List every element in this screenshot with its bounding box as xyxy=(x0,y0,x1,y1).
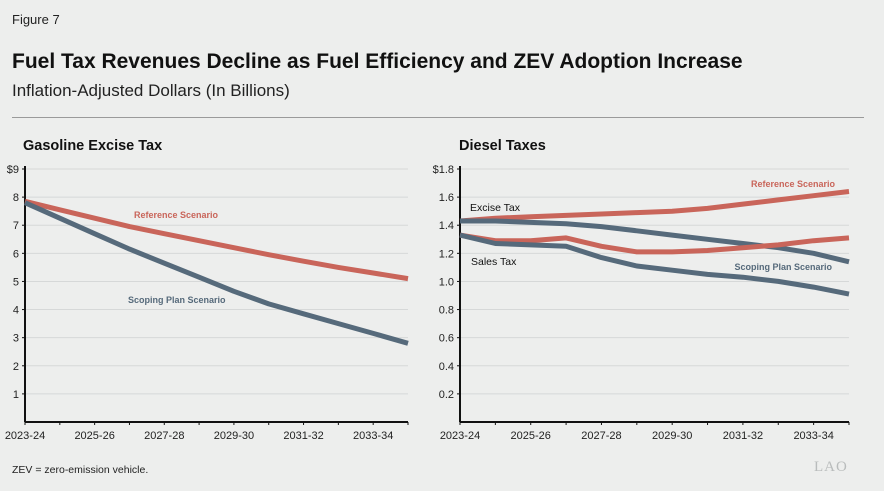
y-tick-label: 1.6 xyxy=(439,192,454,204)
series-label: Reference Scenario xyxy=(751,179,836,189)
y-tick-label: 7 xyxy=(13,220,19,232)
diesel-panel-title: Diesel Taxes xyxy=(459,138,546,154)
x-tick-label: 2031-32 xyxy=(723,430,763,442)
y-tick-label: 1.0 xyxy=(439,276,454,288)
x-tick-label: 2033-34 xyxy=(353,430,393,442)
figure-label: Figure 7 xyxy=(12,12,60,27)
y-tick-label: 6 xyxy=(13,248,19,260)
figure-subtitle: Inflation-Adjusted Dollars (In Billions) xyxy=(12,81,290,100)
series-line-scoping xyxy=(459,232,850,297)
y-tick-label: 3 xyxy=(13,333,19,345)
x-tick-label: 2027-28 xyxy=(581,430,621,442)
y-tick-label: 0.2 xyxy=(439,389,454,401)
y-tick-label: $9 xyxy=(7,164,19,176)
x-tick-label: 2025-26 xyxy=(74,430,114,442)
series-line-reference xyxy=(24,198,409,282)
x-tick-label: 2023-24 xyxy=(5,430,45,442)
y-tick-label: 0.8 xyxy=(439,305,454,317)
x-tick-label: 2023-24 xyxy=(440,430,480,442)
series-line-reference xyxy=(459,232,850,255)
x-tick-label: 2029-30 xyxy=(214,430,254,442)
series-label: Scoping Plan Scenario xyxy=(128,295,226,305)
lao-logo: LAO xyxy=(814,459,848,475)
x-tick-label: 2025-26 xyxy=(511,430,551,442)
series-line-scoping xyxy=(460,218,850,265)
figure-title: Fuel Tax Revenues Decline as Fuel Effici… xyxy=(12,50,743,73)
y-tick-label: 0.4 xyxy=(439,361,454,373)
y-tick-label: $1.8 xyxy=(433,164,454,176)
x-tick-label: 2031-32 xyxy=(283,430,323,442)
y-tick-label: 4 xyxy=(13,305,19,317)
y-tick-label: 1 xyxy=(13,389,19,401)
x-tick-label: 2033-34 xyxy=(793,430,833,442)
divider xyxy=(12,117,864,118)
y-tick-label: 0.6 xyxy=(439,333,454,345)
y-tick-label: 1.2 xyxy=(439,248,454,260)
x-tick-label: 2029-30 xyxy=(652,430,692,442)
footnote: ZEV = zero-emission vehicle. xyxy=(12,464,149,476)
series-label: Scoping Plan Scenario xyxy=(734,262,832,272)
y-tick-label: 8 xyxy=(13,192,19,204)
y-tick-label: 5 xyxy=(13,276,19,288)
y-tick-label: 2 xyxy=(13,361,19,373)
series-line-scoping xyxy=(23,200,409,346)
annotation-label: Sales Tax xyxy=(471,256,517,268)
annotation-label: Excise Tax xyxy=(470,202,521,214)
x-tick-label: 2027-28 xyxy=(144,430,184,442)
series-line-reference xyxy=(459,189,850,224)
gasoline-panel-title: Gasoline Excise Tax xyxy=(23,138,163,154)
y-tick-label: 1.4 xyxy=(439,220,454,232)
series-label: Reference Scenario xyxy=(134,210,219,220)
